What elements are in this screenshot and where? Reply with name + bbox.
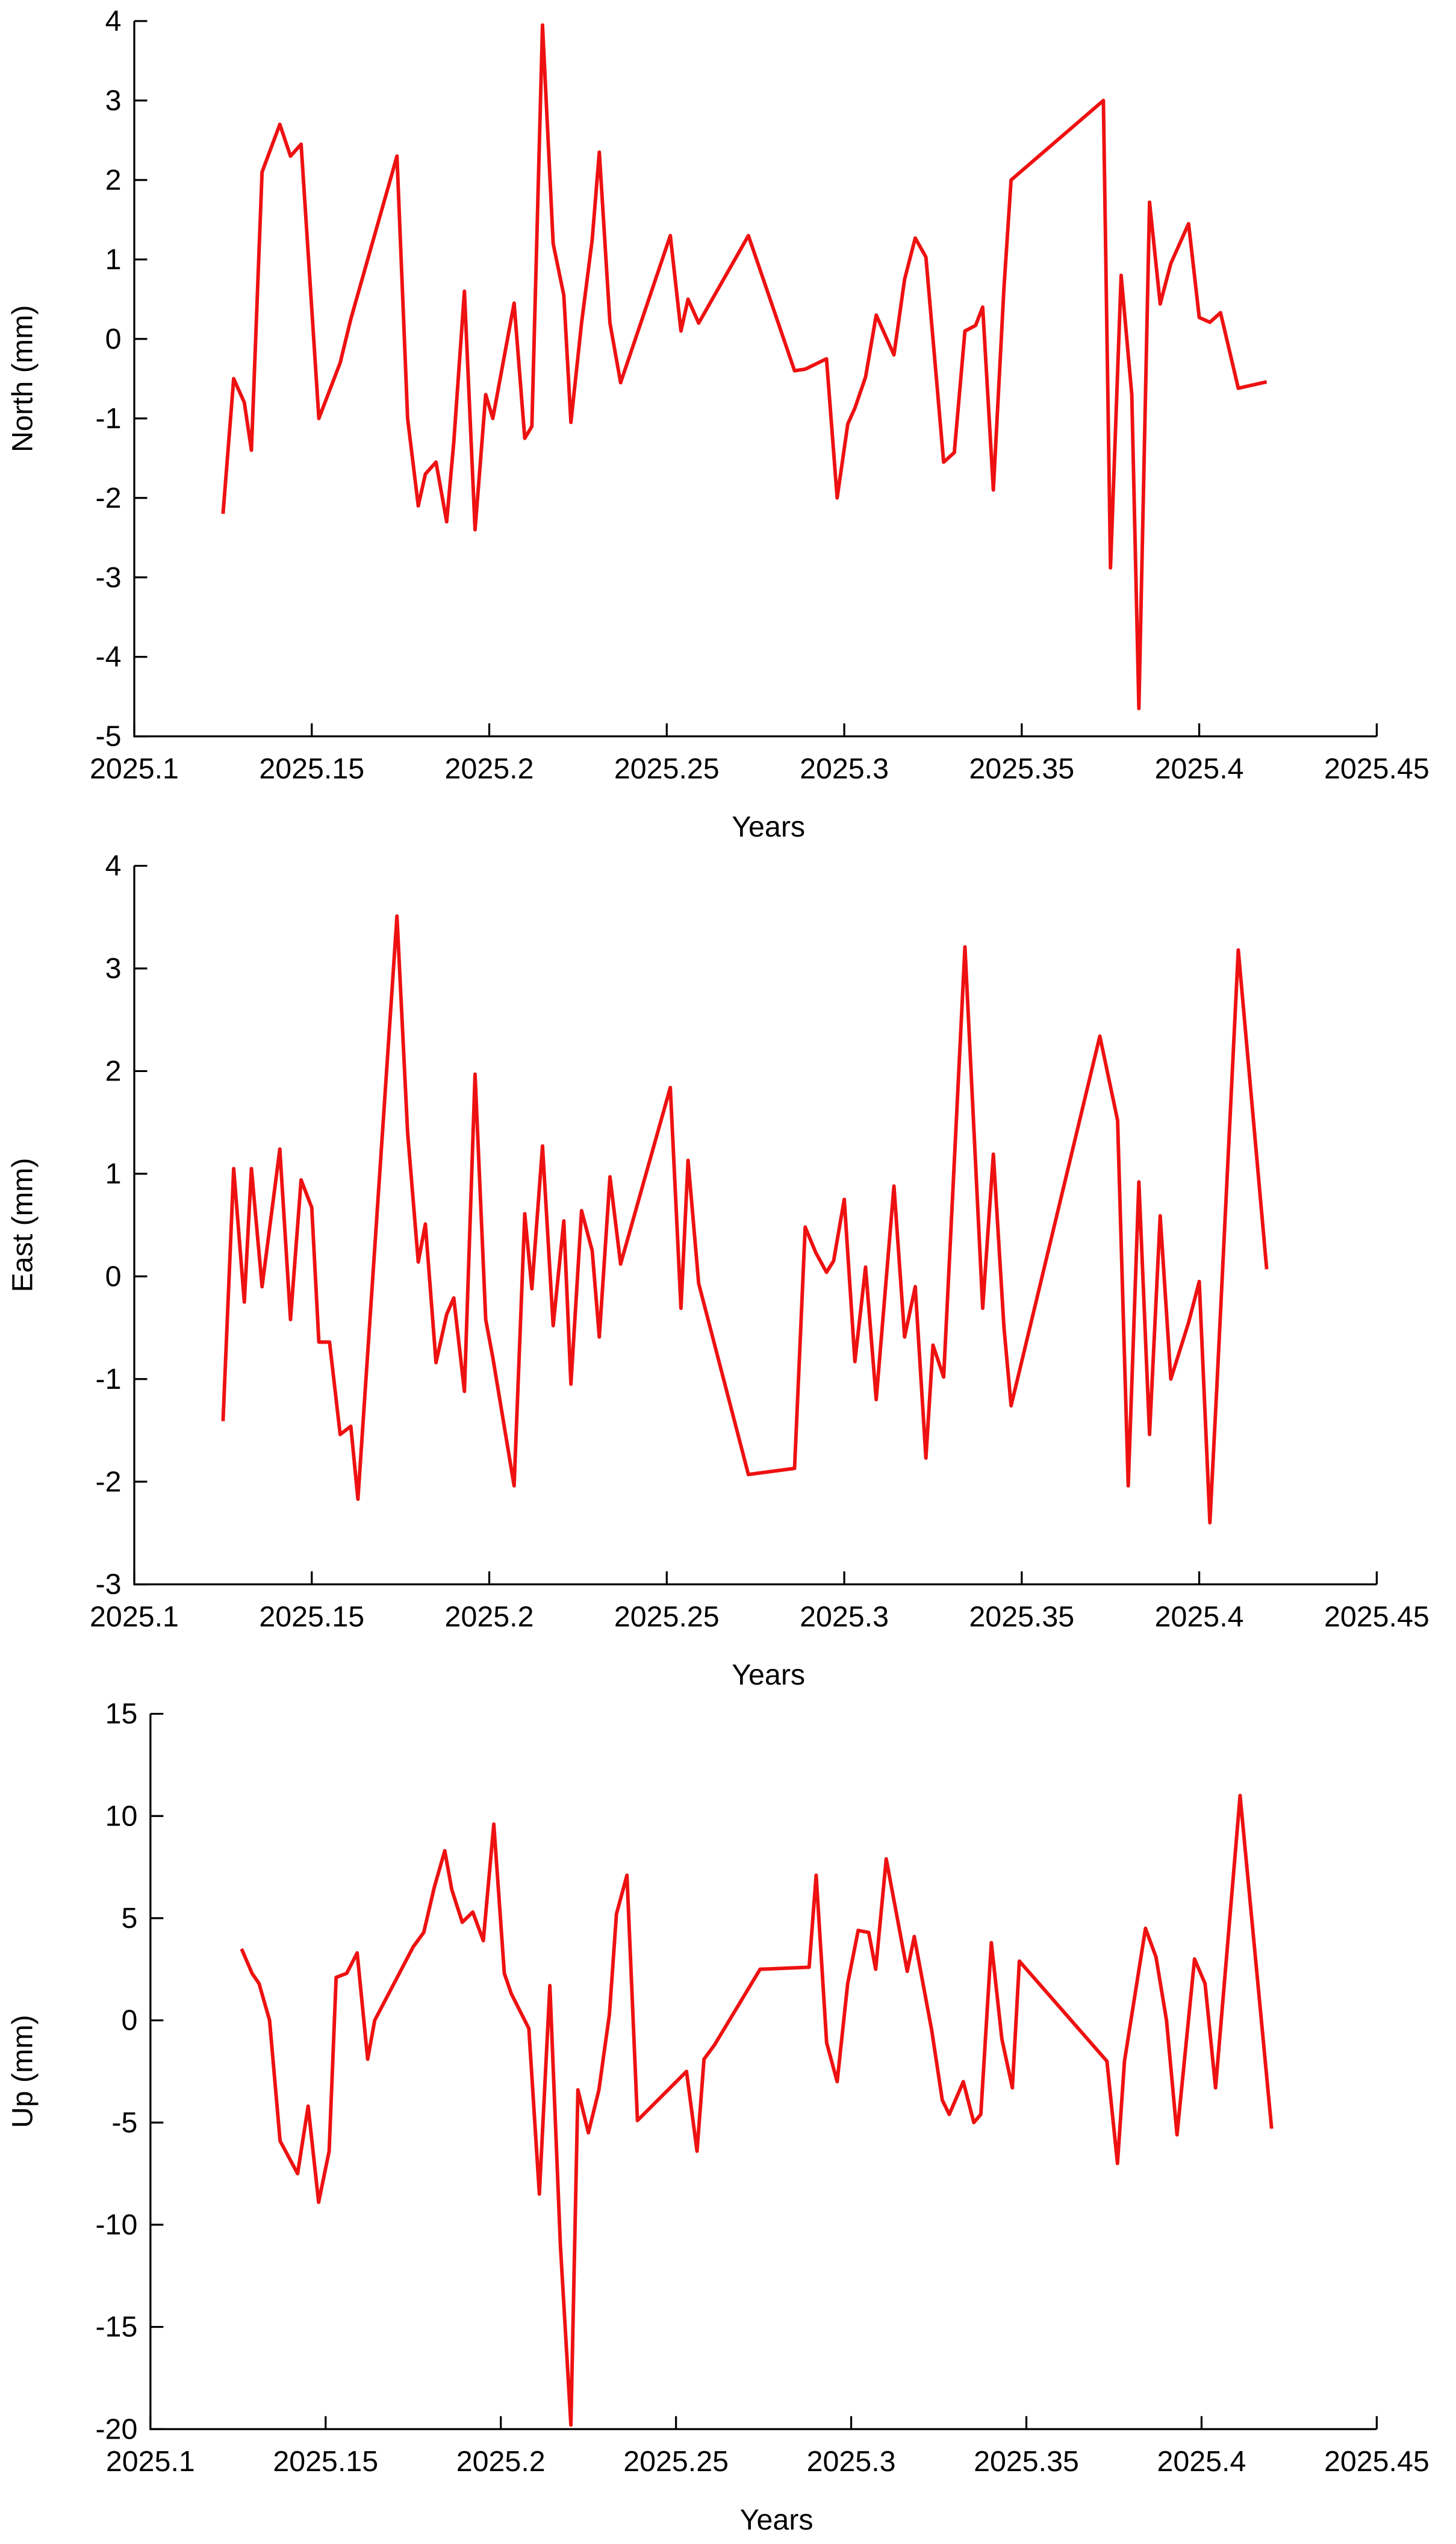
data-line [221, 914, 1269, 1525]
data-line [221, 23, 1268, 711]
y-tick-label: -20 [95, 2413, 137, 2445]
y-tick-label: -5 [96, 720, 122, 753]
x-tick-label: 2025.1 [90, 752, 179, 785]
y-tick-label: -3 [96, 1568, 122, 1601]
y-tick-label: 1 [105, 1158, 122, 1190]
x-tick-label: 2025.4 [1157, 2445, 1246, 2478]
x-tick-label: 2025.2 [445, 752, 534, 785]
x-tick-label: 2025.2 [445, 1600, 534, 1633]
axis-frame [133, 20, 1377, 738]
x-tick-label: 2025.35 [974, 2445, 1079, 2478]
y-tick-label: -3 [96, 561, 122, 594]
y-tick-label: 2 [105, 1055, 122, 1088]
y-axis-label: Up (mm) [7, 2015, 39, 2128]
x-tick-label: 2025.4 [1155, 752, 1244, 785]
y-tick-label: 4 [105, 850, 122, 882]
x-tick-label: 2025.3 [800, 752, 889, 785]
x-tick-label: 2025.15 [273, 2445, 378, 2478]
y-tick-label: 15 [105, 1698, 138, 1730]
x-tick-label: 2025.25 [623, 2445, 729, 2478]
y-tick-label: -5 [111, 2106, 137, 2139]
x-tick-label: 2025.15 [259, 1600, 364, 1633]
data-line [240, 1794, 1274, 2427]
x-tick-label: 2025.25 [614, 752, 720, 785]
x-tick-label: 2025.45 [1324, 2445, 1430, 2478]
x-tick-label: 2025.15 [259, 752, 364, 785]
y-tick-label: 3 [105, 952, 122, 985]
x-tick-label: 2025.45 [1324, 752, 1430, 785]
axis-frame [149, 1713, 1377, 2430]
y-tick-label: 2 [105, 164, 122, 196]
y-tick-label: 4 [105, 5, 122, 37]
y-tick-label: 5 [121, 1902, 137, 1934]
x-axis-label: Years [732, 811, 805, 843]
x-tick-label: 2025.25 [614, 1600, 720, 1633]
y-tick-label: -2 [96, 1465, 122, 1498]
x-tick-label: 2025.3 [800, 1600, 889, 1633]
y-tick-label: 0 [105, 1260, 122, 1292]
x-tick-label: 2025.4 [1155, 1600, 1244, 1633]
y-axis-label: East (mm) [7, 1158, 39, 1292]
y-tick-label: -15 [95, 2311, 137, 2343]
y-axis-label: North (mm) [7, 305, 39, 452]
x-axis-label: Years [732, 1659, 805, 1691]
axis-frame [133, 865, 1377, 1586]
y-tick-label: -10 [95, 2209, 137, 2241]
y-tick-label: -1 [96, 402, 122, 435]
x-tick-label: 2025.1 [106, 2445, 195, 2478]
x-tick-label: 2025.45 [1324, 1600, 1430, 1633]
y-tick-label: 1 [105, 243, 122, 276]
y-tick-label: 0 [121, 2004, 137, 2037]
y-tick-label: 10 [105, 1800, 138, 1832]
x-tick-label: 2025.1 [90, 1600, 179, 1633]
y-tick-label: 3 [105, 84, 122, 117]
x-tick-label: 2025.3 [807, 2445, 896, 2478]
x-tick-label: 2025.35 [969, 1600, 1074, 1633]
y-tick-label: -1 [96, 1363, 122, 1395]
y-tick-label: -2 [96, 482, 122, 514]
x-tick-label: 2025.2 [456, 2445, 546, 2478]
x-axis-label: Years [740, 2504, 814, 2536]
x-tick-label: 2025.35 [969, 752, 1074, 785]
y-tick-label: 0 [105, 323, 122, 355]
y-tick-label: -4 [96, 641, 122, 673]
